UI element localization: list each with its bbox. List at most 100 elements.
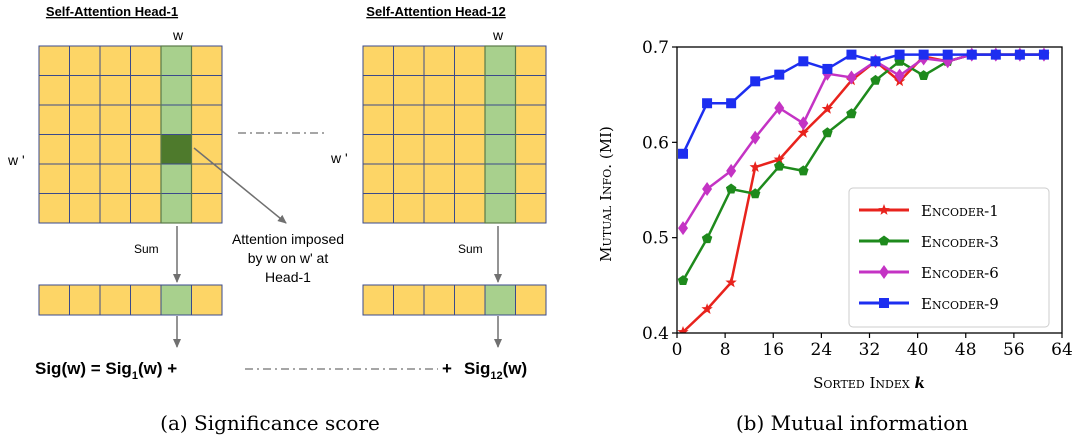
head-12-cell — [423, 163, 455, 194]
encoder-9-point — [678, 148, 689, 159]
head-12-cell — [515, 163, 547, 194]
head-12-sig-cell — [484, 284, 516, 316]
encoder-9-point — [1038, 49, 1049, 60]
head-12-cell — [362, 104, 394, 135]
head-1-cell — [160, 134, 192, 165]
encoder-9-legend-marker — [879, 298, 889, 308]
encoder-1-point — [773, 153, 785, 165]
head-1-cell — [99, 163, 131, 194]
encoder-1-point — [749, 161, 761, 172]
head-1-cell — [191, 45, 223, 76]
head-1-w-column — [160, 45, 193, 224]
head-1-wprime-label: w ' — [7, 152, 25, 168]
encoder-6-point — [894, 68, 905, 83]
encoder-3-point — [750, 188, 761, 199]
head-1-cell — [69, 75, 101, 106]
encoder-1-point — [677, 326, 689, 333]
head-1-cell — [130, 134, 162, 165]
encoder-9-point — [846, 49, 857, 60]
head-1-significance-row — [38, 284, 223, 316]
head-12-attention-matrix — [362, 45, 547, 224]
head-12-significance-row — [362, 284, 547, 316]
encoder-1-point — [797, 126, 809, 138]
encoder-9-point — [966, 49, 977, 60]
encoder-1-point — [821, 103, 834, 114]
encoder-9-point — [990, 49, 1001, 60]
head-12-cell — [484, 75, 516, 106]
head-1-cell — [38, 134, 70, 165]
encoder-6-point — [726, 163, 737, 178]
head-12-cell — [515, 45, 547, 76]
encoder-1-point — [725, 276, 737, 288]
head-1-sum-label: Sum — [134, 242, 159, 256]
head-12-cell — [362, 163, 394, 194]
head-1-cell — [130, 193, 162, 224]
head-1-cell — [160, 193, 192, 224]
encoder-9-point — [798, 56, 809, 67]
head-1-cell — [99, 193, 131, 224]
x-tick-label: 32 — [859, 340, 881, 360]
chart-frame — [676, 46, 1063, 334]
head-1-cell — [130, 104, 162, 135]
head-1-cell — [191, 163, 223, 194]
encoder-9-point — [870, 56, 881, 67]
x-tick-label: 64 — [1051, 340, 1073, 360]
head-1-cell — [160, 104, 192, 135]
x-tick-label: 48 — [955, 340, 977, 360]
head-12-cell — [454, 193, 486, 224]
head-12-cell — [362, 75, 394, 106]
annotation-arrow — [193, 147, 287, 224]
encoder-3-legend-marker — [878, 235, 890, 246]
head-12-cell — [484, 163, 516, 194]
head-12-cell — [454, 134, 486, 165]
head-12-sig-cell — [454, 284, 486, 316]
encoder-9-point — [1014, 49, 1025, 60]
encoder-6-point — [774, 101, 785, 116]
head-1-cell — [160, 75, 192, 106]
x-tick-label: 56 — [1003, 340, 1025, 360]
legend-box — [848, 187, 1050, 328]
x-axis-label: Sorted Index k — [813, 374, 925, 392]
head-1-attention-matrix — [38, 45, 223, 224]
encoder-9-point — [894, 49, 905, 60]
head-1-cell — [191, 104, 223, 135]
head-12-cell — [454, 75, 486, 106]
panel-a-significance-diagram: Self-Attention Head-1 Self-Attention Hea… — [7, 4, 547, 435]
chart-axes: 0 8 16 24 32 40 48 56 64 0.4 0.5 0.6 0.7 — [642, 38, 1073, 360]
head-1-cell — [160, 163, 192, 194]
chart-legend: Encoder-1 Encoder-3 Encoder-6 Encoder-9 — [848, 187, 1050, 328]
encoder-3-point — [701, 233, 713, 244]
chart-series-group — [677, 47, 1050, 333]
head-12-cell — [454, 104, 486, 135]
head-12-cell — [515, 75, 547, 106]
head-12-cell — [484, 134, 516, 165]
encoder-3-point — [846, 108, 857, 119]
head-1-cell — [69, 193, 101, 224]
head-1-cell — [99, 104, 131, 135]
encoder-6-legend-marker — [879, 265, 889, 279]
head-1-cell — [130, 163, 162, 194]
encoder-9-point — [774, 69, 785, 80]
head-1-sig-cell — [69, 284, 101, 316]
head-1-cell — [38, 104, 70, 135]
head-12-w-column — [484, 45, 517, 224]
head-1-cell — [99, 134, 131, 165]
head-12-sig-cell — [362, 284, 394, 316]
mutual-information-chart: 0 8 16 24 32 40 48 56 640.40.50.60.7 Encoder-1En… — [597, 38, 1073, 435]
head-12-cell — [423, 104, 455, 135]
encoder-1-point — [701, 303, 713, 314]
head-12-wprime-label: w ' — [330, 150, 348, 166]
y-tick-label: 0.6 — [642, 133, 669, 153]
y-axis-label: Mutual Info. (MI) — [597, 126, 615, 262]
encoder-1-legend-label: Encoder-1 — [921, 202, 999, 220]
encoder-9-line — [681, 53, 1044, 155]
head-12-cell — [423, 134, 455, 165]
head-1-cell — [38, 45, 70, 76]
head-1-cell — [38, 193, 70, 224]
x-tick-label: 8 — [720, 340, 731, 360]
x-tick-label: 40 — [907, 340, 929, 360]
head-12-sig-cell — [423, 284, 455, 316]
head-12-cell — [393, 193, 425, 224]
head-1-sig-cell — [130, 284, 162, 316]
